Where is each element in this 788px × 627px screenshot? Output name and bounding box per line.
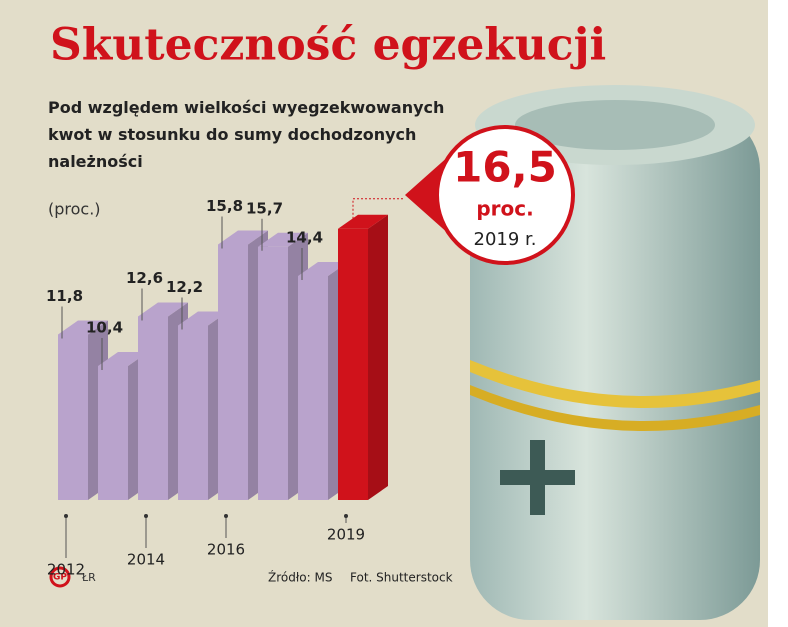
year-dot [344, 514, 348, 518]
data-label: 15,7 [246, 199, 283, 217]
data-label: 15,8 [206, 197, 243, 215]
logo: GP [53, 573, 67, 583]
unit-label: (proc.) [48, 200, 101, 219]
x-tick-label: 2012 [47, 561, 85, 579]
bar-top [338, 214, 388, 229]
x-tick-label: 2016 [207, 541, 245, 559]
bar [218, 244, 248, 500]
year-dot [64, 514, 68, 518]
callout-unit: proc. [476, 197, 533, 221]
data-label: 12,6 [126, 269, 163, 287]
bar [58, 334, 88, 500]
bar-top [178, 311, 228, 326]
chart-subtitle: Pod względem wielkości wyegzekwowanych k… [48, 98, 445, 171]
data-label: 12,2 [166, 278, 203, 296]
bar-side [368, 214, 388, 500]
bar [138, 316, 168, 500]
logo-ring [49, 566, 71, 588]
bar-top [138, 302, 188, 317]
bar-top [298, 262, 348, 276]
callout: 16,5 proc. 2019 r. [405, 125, 575, 265]
bar [338, 228, 368, 500]
subtitle-box: Pod względem wielkości wyegzekwowanych k… [48, 98, 445, 171]
data-label: 14,4 [286, 229, 323, 247]
data-label: 11,8 [46, 287, 83, 305]
bar [298, 276, 328, 500]
callout-year: 2019 r. [474, 229, 537, 250]
callout-value: 16,5 [453, 143, 557, 192]
data-label: 10,4 [86, 319, 123, 337]
source: Źródło: MS [268, 570, 332, 585]
year-dot [224, 514, 228, 518]
bar-top [218, 230, 268, 245]
author: ŁR [81, 571, 96, 584]
bar-top [98, 352, 148, 366]
bar [178, 325, 208, 500]
chart-title: Skuteczność egzekucji [50, 20, 606, 71]
year-dot [144, 514, 148, 518]
x-tick-label: 2019 [327, 526, 365, 544]
callout-leader [352, 198, 405, 223]
bar-top [58, 320, 108, 335]
bar [98, 366, 128, 500]
photo-credit: Fot. Shutterstock [350, 571, 453, 585]
bar [258, 246, 288, 500]
x-tick-label: 2014 [127, 551, 165, 569]
bar-top [258, 232, 308, 247]
